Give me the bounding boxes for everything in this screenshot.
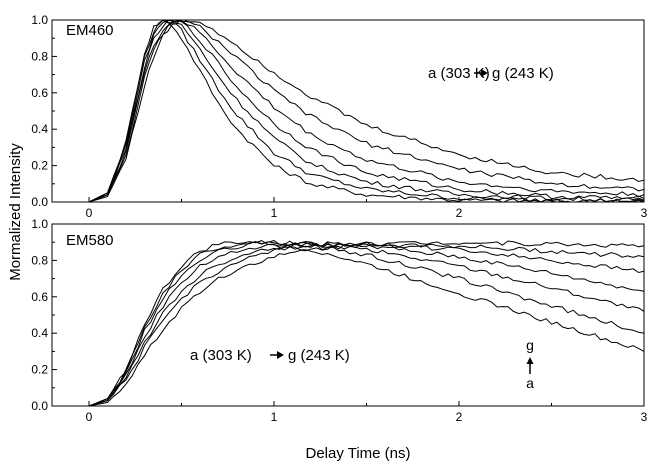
series-line-d bbox=[88, 20, 644, 202]
y-tick-label: 0.4 bbox=[31, 326, 48, 340]
annotation-g: g bbox=[526, 337, 534, 353]
x-tick-label: 3 bbox=[641, 206, 648, 220]
series-line-b bbox=[88, 20, 644, 202]
series-line-g bbox=[88, 20, 644, 202]
annotation-a: a bbox=[526, 375, 534, 391]
series-line-d bbox=[88, 242, 644, 406]
series-line-e bbox=[88, 241, 644, 406]
y-axis-title: Mormalized Intensity bbox=[7, 143, 24, 281]
annotation-end: g (243 K) bbox=[288, 347, 350, 364]
series-line-c bbox=[88, 20, 644, 202]
series-line-c bbox=[88, 240, 644, 406]
plot-frame bbox=[51, 19, 645, 203]
annotation-start: a (303 K) bbox=[190, 347, 252, 364]
panel-em460: 0.0 0.2 0.4 0.6 0.8 1.0 0 1 2 3 EM460 a (303 K) g (2… bbox=[31, 13, 647, 220]
y-tick-label: 0.0 bbox=[31, 399, 48, 413]
y-tick-label: 0.4 bbox=[31, 122, 48, 136]
annotation-arrowhead bbox=[481, 69, 488, 77]
series-line-a bbox=[88, 240, 644, 406]
panel-title: EM460 bbox=[66, 22, 114, 39]
y-tick-label: 1.0 bbox=[31, 13, 48, 27]
y-tick-label: 0.2 bbox=[31, 363, 48, 377]
series-line-e bbox=[88, 20, 644, 202]
y-tick-label: 0.8 bbox=[31, 49, 48, 63]
x-axis-title: Delay Time (ns) bbox=[305, 445, 410, 462]
panel-title: EM580 bbox=[66, 232, 114, 249]
x-tick-label: 0 bbox=[86, 410, 93, 424]
annotation-end: g (243 K) bbox=[492, 65, 554, 82]
y-tick-label: 0.8 bbox=[31, 253, 48, 267]
annotation-up-arrowhead bbox=[526, 357, 534, 364]
panel-em580: 0.0 0.2 0.4 0.6 0.8 1.0 0 1 2 3 EM580 a (303 K) g (2… bbox=[31, 217, 647, 424]
series-line-a bbox=[88, 20, 644, 202]
x-tick-label: 1 bbox=[271, 206, 278, 220]
x-tick-label: 3 bbox=[641, 410, 648, 424]
y-tick-label: 1.0 bbox=[31, 217, 48, 231]
y-tick-label: 0.0 bbox=[31, 195, 48, 209]
y-tick-label: 0.6 bbox=[31, 290, 48, 304]
x-tick-label: 2 bbox=[456, 206, 463, 220]
x-tick-label: 1 bbox=[271, 410, 278, 424]
series-line-b bbox=[88, 240, 644, 406]
plot-frame bbox=[51, 223, 645, 407]
x-tick-label: 2 bbox=[456, 410, 463, 424]
annotation-start: a (303 K) bbox=[428, 65, 490, 82]
x-tick-label: 0 bbox=[86, 206, 93, 220]
y-tick-label: 0.2 bbox=[31, 159, 48, 173]
y-tick-label: 0.6 bbox=[31, 86, 48, 100]
series-line-f bbox=[88, 241, 644, 406]
annotation-arrowhead bbox=[277, 351, 284, 359]
series-line-f bbox=[88, 20, 644, 202]
series-line-g bbox=[88, 240, 644, 406]
